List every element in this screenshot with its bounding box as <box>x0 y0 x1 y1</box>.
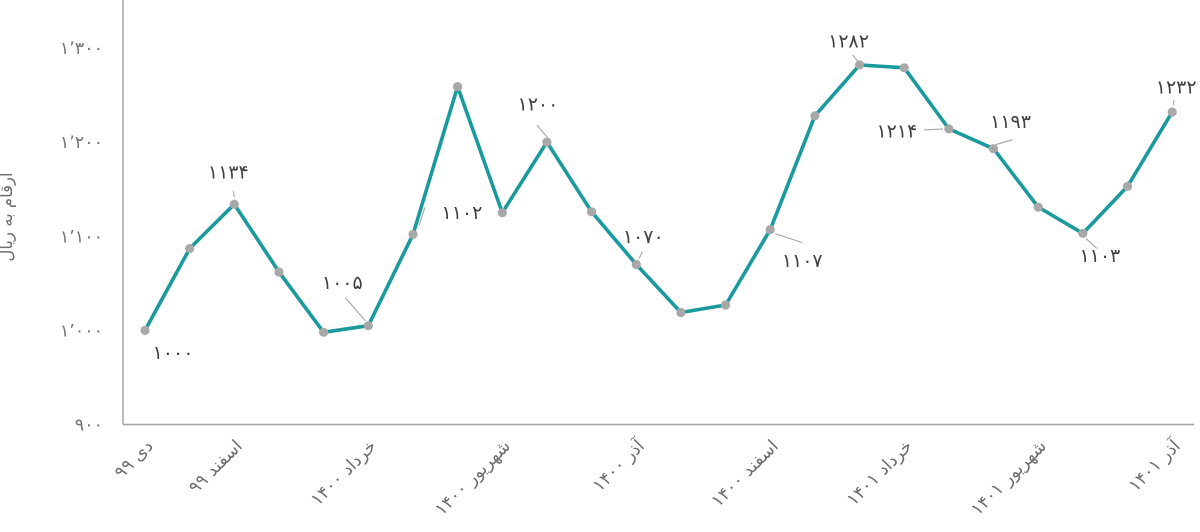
data-point-marker <box>899 63 909 73</box>
data-point-label: ۱۲۱۴ <box>876 120 917 142</box>
data-point-label: ۱۱۰۲ <box>442 202 483 224</box>
label-leader-line <box>232 191 235 198</box>
data-point-label: ۱۰۷۰ <box>623 226 664 248</box>
label-leader-line <box>1085 238 1098 249</box>
data-point-marker <box>1078 228 1088 238</box>
y-tick-label: ۱٬۱۰۰ <box>60 227 103 247</box>
x-tick-label: شهریور ۱۴۰۰ <box>431 436 514 519</box>
data-point-marker <box>274 267 284 277</box>
x-tick-label: دی ۹۹ <box>111 436 158 483</box>
data-point-label: ۱۰۰۵ <box>322 272 363 294</box>
data-point-marker <box>765 225 775 235</box>
data-point-marker <box>497 208 507 218</box>
data-point-marker <box>363 321 373 331</box>
data-point-markers <box>140 60 1177 337</box>
label-leader-line <box>638 251 643 259</box>
label-leader-line <box>852 54 858 62</box>
y-tick-label: ۱٬۲۰۰ <box>60 133 103 153</box>
label-leader-line <box>418 207 426 226</box>
y-tick-label: ۹۰۰ <box>75 416 103 436</box>
y-axis-tick-labels: ۹۰۰ ۱٬۰۰۰ ۱٬۱۰۰ ۱٬۲۰۰ ۱٬۳۰۰ <box>60 39 103 436</box>
data-point-marker <box>855 60 865 70</box>
label-leader-line <box>775 233 803 244</box>
data-point-marker <box>408 229 418 239</box>
data-point-label: ۱۱۹۳ <box>990 111 1031 133</box>
data-point-label: ۱۱۳۴ <box>208 162 249 184</box>
label-leader-line <box>536 124 549 139</box>
x-tick-label: خرداد ۱۴۰۰ <box>307 436 381 510</box>
data-point-marker <box>587 207 597 217</box>
data-series <box>143 63 1174 335</box>
data-point-marker <box>1122 181 1133 191</box>
data-point-label: ۱۲۳۲ <box>1156 77 1197 99</box>
data-point-label: ۱۲۸۲ <box>828 30 869 52</box>
data-point-label: ۱۰۰۰ <box>153 342 194 364</box>
y-tick-label: ۱٬۳۰۰ <box>60 39 103 59</box>
x-tick-label: آذر ۱۴۰۰ <box>588 434 650 496</box>
label-leader-lines <box>232 54 1175 322</box>
data-point-marker <box>631 259 641 270</box>
data-point-marker <box>140 325 150 335</box>
data-point-marker <box>810 111 820 121</box>
label-leader-line <box>344 297 366 322</box>
data-point-marker <box>676 307 686 318</box>
y-axis-title: ارقام به ریال <box>0 172 17 261</box>
x-tick-label: آذر ۱۴۰۱ <box>1124 434 1186 496</box>
data-point-marker <box>319 327 329 337</box>
data-point-marker <box>453 82 463 92</box>
data-point-marker <box>542 137 552 147</box>
data-point-labels: ۱۰۰۰ ۱۱۳۴ ۱۰۰۵ ۱۱۰۲ ۱۲۰۰ ۱۰۷۰ ۱۱۰۷ ۱۲۸۲ ۱۲۱۴ ۱۱۹۳… <box>153 30 1197 364</box>
data-point-marker <box>1167 107 1177 117</box>
x-tick-label: خرداد ۱۴۰۱ <box>843 436 917 510</box>
data-point-marker <box>185 243 195 254</box>
data-point-marker <box>944 124 954 134</box>
axes <box>122 0 1194 426</box>
data-point-marker <box>1033 202 1043 212</box>
x-tick-label: شهریور ۱۴۰۱ <box>967 436 1050 519</box>
data-point-marker <box>721 300 731 310</box>
label-leader-line <box>923 128 943 131</box>
x-tick-label: اسفند ۱۴۰۰ <box>708 436 783 511</box>
data-point-label: ۱۲۰۰ <box>518 94 559 116</box>
data-point-marker <box>229 199 239 209</box>
x-axis-tick-labels: دی ۹۹ اسفند ۹۹ خرداد ۱۴۰۰ شهریور ۱۴۰۰ آذر ۱۴… <box>111 434 1186 520</box>
label-leader-line <box>995 139 1013 146</box>
x-tick-label: اسفند ۹۹ <box>185 436 247 498</box>
data-point-marker <box>988 144 999 154</box>
series-line <box>143 63 1174 335</box>
data-point-label: ۱۱۰۷ <box>782 250 823 272</box>
y-tick-label: ۱٬۰۰۰ <box>60 321 103 341</box>
label-leader-line <box>1172 99 1175 106</box>
data-point-label: ۱۱۰۳ <box>1079 245 1120 267</box>
